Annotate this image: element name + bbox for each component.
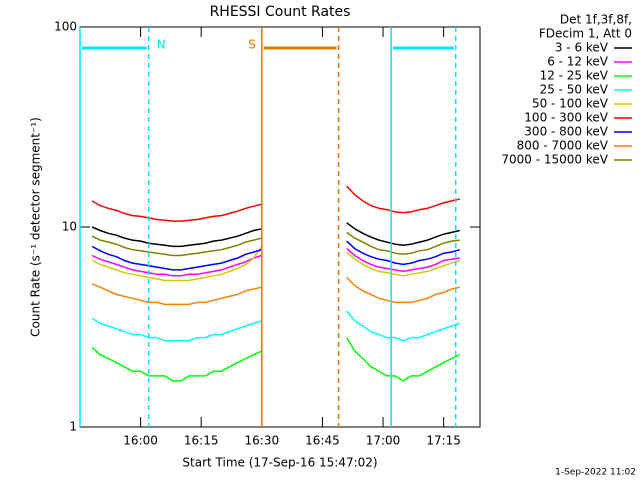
chart-title: RHESSI Count Rates bbox=[210, 4, 351, 20]
legend-label: 12 - 25 keV bbox=[540, 69, 609, 83]
legend-label: 25 - 50 keV bbox=[540, 83, 609, 97]
footer: 1-Sep-2022 11:02 bbox=[555, 468, 636, 478]
series-line bbox=[91, 245, 461, 282]
series-line bbox=[91, 240, 461, 271]
series-line bbox=[91, 231, 460, 257]
x-axis-label: Start Time (17-Sep-16 15:47:02) bbox=[182, 456, 377, 470]
x-tick-label: 16:00 bbox=[123, 434, 158, 448]
x-tick-label: 16:30 bbox=[245, 434, 280, 448]
x-tick-label: 17:15 bbox=[426, 434, 461, 448]
y-tick-label: 100 bbox=[54, 20, 77, 34]
x-tick-label: 16:15 bbox=[184, 434, 219, 448]
legend-label: 100 - 300 keV bbox=[524, 111, 608, 125]
series-line bbox=[91, 248, 460, 277]
x-tick-label: 16:45 bbox=[305, 434, 340, 448]
x-tick-label: 17:00 bbox=[366, 434, 401, 448]
legend-header: Det 1f,3f,8f, bbox=[560, 13, 632, 27]
legend-label: 3 - 6 keV bbox=[555, 41, 609, 55]
series-line bbox=[91, 276, 460, 306]
legend-label: 50 - 100 keV bbox=[532, 97, 609, 111]
interval-label: S bbox=[248, 38, 256, 52]
series-line bbox=[91, 310, 461, 342]
y-axis-label: Count Rate (s⁻¹ detector segment⁻¹) bbox=[29, 117, 43, 337]
series-line bbox=[91, 222, 460, 248]
interval-label: N bbox=[157, 38, 166, 52]
series-line bbox=[91, 337, 461, 382]
legend-label: 800 - 7000 keV bbox=[517, 139, 609, 153]
legend-label: 6 - 12 keV bbox=[547, 55, 609, 69]
series-line bbox=[91, 185, 460, 222]
legend-label: 300 - 800 keV bbox=[524, 125, 608, 139]
y-tick-label: 1 bbox=[69, 420, 77, 434]
legend-header: FDecim 1, Att 0 bbox=[539, 27, 632, 41]
plot-frame bbox=[79, 26, 481, 428]
y-tick-label: 10 bbox=[62, 220, 77, 234]
legend-label: 7000 - 15000 keV bbox=[501, 153, 608, 167]
